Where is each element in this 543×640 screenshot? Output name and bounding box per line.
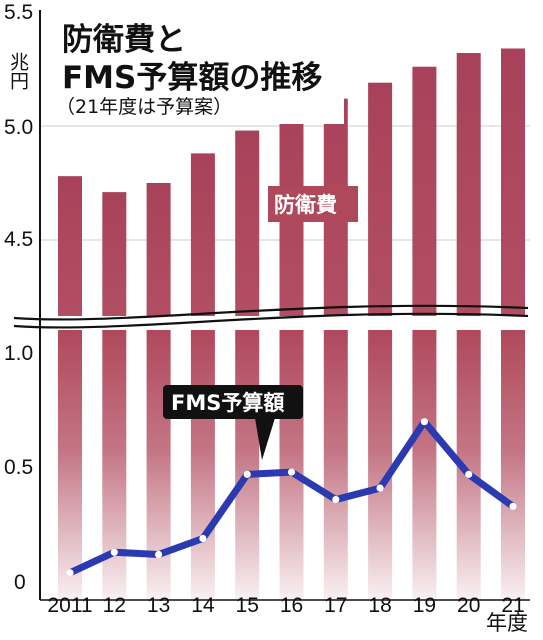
x-tick-label: 19 [413,594,436,617]
fms-point [287,468,296,476]
fms-points [66,418,517,577]
defense-bar [412,66,437,316]
x-axis-unit: 年度 [486,612,528,635]
defense-bar-lower [323,330,348,600]
x-tick-label: 2011 [47,594,92,617]
defense-bar-lower [412,330,437,600]
defense-bar-lower [190,330,215,600]
defense-bar-lower [146,330,171,600]
x-tick-label: 18 [368,594,391,617]
axis-break [13,304,529,329]
line-series-callout: FMS予算額 [163,385,303,460]
fms-point [243,470,251,478]
defense-bar [146,183,171,316]
x-tick-label: 12 [103,594,126,617]
fms-point [465,470,473,478]
chart-subtitle: （21年度は予算案） [56,96,232,118]
x-tick-label: 14 [191,594,215,617]
defense-bar-lower [58,330,82,600]
defense-bar-lower [235,330,260,600]
defense-bar-lower [279,330,304,600]
defense-bar [102,192,127,316]
fms-point [155,550,163,559]
x-tick-label: 15 [236,594,259,617]
defense-bar-lower [368,330,393,600]
y-tick-label: 5.5 [4,1,33,24]
x-tick-label: 21 [501,594,524,617]
defense-bar [368,82,393,317]
x-ticks: 2011 12 13 14 15 16 17 18 19 20 21 [47,594,524,617]
defense-bar [58,176,82,316]
y-tick-label: 5.0 [4,116,33,139]
bars-lower [58,330,525,600]
y-tick-label: 0.5 [4,456,33,479]
fms-point [199,534,207,543]
fms-point [66,569,74,577]
defense-bar [235,130,260,316]
defense-bar [190,153,215,316]
chart-title-line2: FMS予算額の推移 [62,60,322,96]
fms-point [110,548,118,556]
line-series-label: FMS予算額 [171,391,284,415]
y-tick-label: 0 [14,571,26,594]
x-tick-label: 17 [324,594,347,617]
unit-label: 兆円 [7,52,29,90]
x-tick-label: 16 [280,594,303,617]
y-tick-label: 4.5 [4,228,33,251]
bar-series-label: 防衛費 [274,193,337,217]
fms-point [420,418,428,426]
x-tick-label: 20 [457,594,480,617]
y-tick-label: 1.0 [4,342,33,365]
fms-point [509,502,517,511]
defense-bar-lower [501,330,525,600]
defense-bar [501,48,525,316]
x-tick-label: 13 [147,594,170,617]
bar-series-label-group: 防衛費 [268,186,358,222]
defense-bar [456,53,481,316]
fms-point [376,484,384,492]
title-backdrop [54,14,344,124]
fms-point [332,495,340,504]
chart-title-line1: 防衛費と [62,22,186,58]
y-ticks: 5.5 5.0 4.5 1.0 0.5 0 [4,1,33,594]
